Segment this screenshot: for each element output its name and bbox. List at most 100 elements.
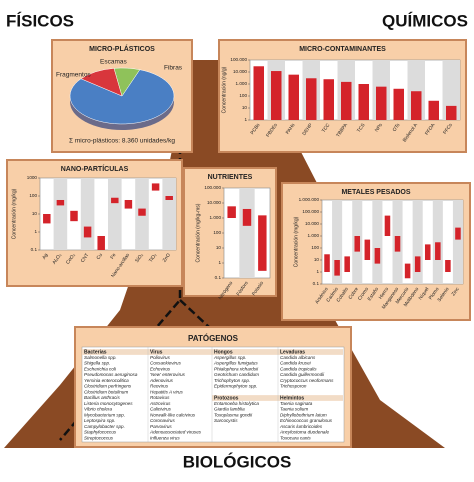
category-label: BIOLÓGICOS xyxy=(183,452,292,471)
bar xyxy=(358,84,369,120)
y-tick-label: 1.000 xyxy=(236,81,248,86)
table-cell: Yersinia enterocolitica xyxy=(84,378,129,383)
x-tick-label: NPs xyxy=(374,122,384,133)
legend-label: Escamas xyxy=(100,59,127,66)
range-bar xyxy=(83,226,92,238)
x-tick-label: Zinc xyxy=(451,286,461,297)
table-cell: Geotrichum candidum xyxy=(214,372,259,377)
range-bar xyxy=(97,235,105,250)
category-label: QUÍMICOS xyxy=(382,11,468,30)
table-cell: Bacillus anthracis xyxy=(84,395,120,400)
range-bar xyxy=(324,254,330,272)
band xyxy=(162,178,176,250)
range-bar xyxy=(394,236,401,252)
table-cell: Echinococcus granulosus xyxy=(280,418,333,423)
x-tick-label: Fe xyxy=(109,252,117,260)
range-bar xyxy=(138,208,146,216)
range-bar xyxy=(384,215,391,236)
table-cell: Staphylococcus xyxy=(84,430,117,435)
table-header-bg xyxy=(278,349,343,355)
y-tick-label: 100.000 xyxy=(204,185,221,190)
y-tick-label: 10 xyxy=(32,211,38,216)
table-header: Protozoos xyxy=(214,395,239,401)
chart-title: METALES PESADOS xyxy=(341,189,410,196)
table-cell: Influenza virus xyxy=(150,435,180,440)
range-bar xyxy=(435,242,441,260)
table-header: Bacterias xyxy=(84,349,107,355)
table-cell: Epidermophyton spp. xyxy=(214,384,257,389)
legend-label: Fibras xyxy=(164,65,183,72)
y-tick-label: 10 xyxy=(216,245,222,250)
band xyxy=(372,200,383,284)
bar xyxy=(446,105,457,120)
table-cell: Clostridium perfringens xyxy=(84,384,132,389)
x-tick-label: CeO₂ xyxy=(65,252,77,265)
x-tick-label: ZnO xyxy=(162,252,172,263)
legend-label: Fragmentos xyxy=(56,72,91,79)
table-header: Helmintos xyxy=(280,395,304,401)
range-bar xyxy=(404,263,411,279)
range-bar xyxy=(414,256,421,272)
range-bar xyxy=(445,260,451,272)
table-header-bg xyxy=(212,349,278,355)
table-header: Hongos xyxy=(214,349,233,355)
range-bar xyxy=(227,206,236,218)
table-cell: Cryptococcus neoformans xyxy=(280,378,334,383)
band xyxy=(442,60,460,120)
table-cell: Adenovirus xyxy=(149,378,174,383)
bar xyxy=(341,81,352,120)
y-tick-label: 1 xyxy=(218,260,221,265)
table-cell: Toxocara canis xyxy=(280,435,311,440)
bar xyxy=(393,88,404,120)
band xyxy=(80,178,95,250)
y-tick-label: 100 xyxy=(311,245,319,250)
range-bar xyxy=(165,196,173,200)
table-header: Levaduras xyxy=(280,349,305,355)
y-tick-label: 0.1 xyxy=(31,247,38,252)
band xyxy=(108,178,122,250)
band xyxy=(239,188,255,278)
table-header: Virus xyxy=(150,349,163,355)
table-cell: Leptospira spp. xyxy=(84,418,115,423)
y-tick-label: 100 xyxy=(239,93,247,98)
y-tick-label: 1 xyxy=(34,229,37,234)
table-cell: Entamoeba histolytica xyxy=(214,401,259,406)
x-tick-label: OTs xyxy=(392,122,402,133)
y-tick-label: 1 xyxy=(244,117,247,122)
table-cell: Candida tropicalis xyxy=(280,366,317,371)
y-tick-label: 10.000 xyxy=(233,69,247,74)
bar xyxy=(306,78,317,120)
table-cell: Astrovirus xyxy=(149,401,171,406)
table-cell: Diphyllobothrium latum xyxy=(280,412,327,417)
y-axis-label: Concentración (mg/kg) xyxy=(293,216,299,267)
y-tick-label: 1000 xyxy=(27,175,38,180)
table-cell: Coxsackievirus xyxy=(150,361,182,366)
table-cell: Taenia solium xyxy=(280,407,308,412)
range-bar xyxy=(70,210,78,222)
table-header-bg xyxy=(82,349,148,355)
band xyxy=(452,200,463,284)
table-cell: Sarcocystis xyxy=(214,418,238,423)
y-tick-label: 10 xyxy=(314,257,320,262)
band xyxy=(412,200,423,284)
table-cell: Norwalk-like calcivirus xyxy=(150,412,196,417)
bar xyxy=(323,79,334,120)
table-cell: Coronavirus xyxy=(150,418,175,423)
table-cell: Taenia saginata xyxy=(280,401,313,406)
table-cell: Aspergillus spp. xyxy=(213,355,246,360)
table-cell: Pseudomonas aeruginosa xyxy=(84,372,138,377)
y-tick-label: 0.1 xyxy=(215,275,222,280)
x-tick-label: Cu xyxy=(95,252,104,261)
range-bar xyxy=(354,236,361,252)
y-tick-label: 1.000 xyxy=(308,233,320,238)
table-cell: Rotavirus xyxy=(150,395,170,400)
table-cell: Trichophyton spp. xyxy=(214,378,250,383)
table-cell: Aspergillus fumigatus xyxy=(213,361,258,366)
range-bar xyxy=(334,260,340,276)
chart-title: NUTRIENTES xyxy=(208,174,253,181)
x-tick-label: Al₂O₃ xyxy=(51,252,63,265)
table-cell: Giardia lamblia xyxy=(214,407,245,412)
pie-slice xyxy=(69,69,175,125)
range-bar xyxy=(111,197,119,204)
y-tick-label: 100 xyxy=(213,230,221,235)
